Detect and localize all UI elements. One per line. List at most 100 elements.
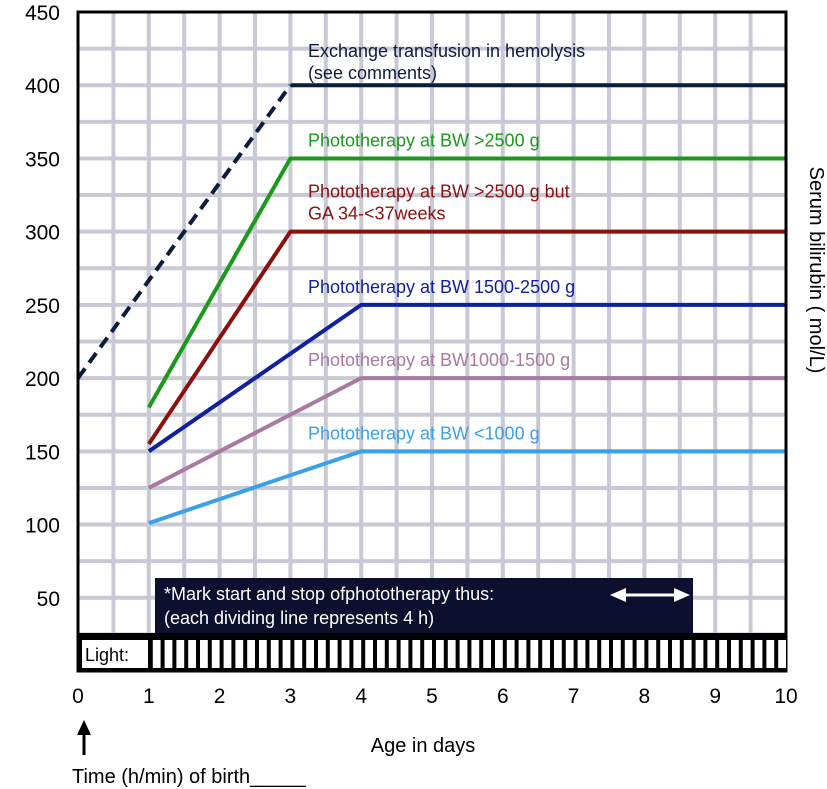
series-label: Phototherapy at BW >2500 g [308,130,540,150]
y-tick-label: 450 [25,2,60,25]
light-slot [707,640,716,668]
series-label: Exchange transfusion in hemolysis [308,41,585,61]
light-slot [377,640,385,668]
series-line [147,376,786,490]
light-slot [412,640,421,668]
y-tick-label: 150 [25,441,60,464]
light-slot [294,640,303,668]
light-slot [211,640,220,668]
light-slot [742,640,751,668]
x-tick-label: 4 [355,685,367,708]
y-tick-label: 100 [25,515,60,538]
series-line-dashed [76,84,293,380]
y-axis: 50 100 150 200 250 300 350 400 450 [25,2,60,611]
x-tick-label: 0 [72,685,84,708]
series-label: Phototherapy at BW >2500 g but [308,182,570,202]
light-slot [636,640,645,668]
light-slot [223,640,232,668]
light-slot [235,640,244,668]
series-line [147,229,786,446]
light-slot [447,640,456,668]
series-label: Phototherapy at BW1000-1500 g [308,350,570,370]
light-slot [200,640,208,668]
light-slot [554,640,562,668]
x-tick-label: 9 [709,685,721,708]
light-slot [624,640,633,668]
light-slot [400,640,409,668]
light-slot [483,640,491,668]
light-slot [506,640,515,668]
note-line-2: (each dividing line represents 4 h) [164,608,434,628]
light-label: Light: [85,645,129,665]
light-slot [341,640,350,668]
light-slot [778,640,786,668]
series-label-note: (see comments) [308,63,437,83]
y-tick-label: 200 [25,368,60,391]
x-tick-label: 2 [214,685,226,708]
light-slot [565,640,574,668]
light-slot [731,640,739,668]
light-slot [601,640,609,668]
x-tick-label: 8 [639,685,651,708]
light-slot [176,640,185,668]
light-slot [754,640,763,668]
light-slot [318,640,326,668]
y-tick-label: 300 [25,222,60,245]
x-tick-label: 7 [568,685,580,708]
light-slot [766,640,775,668]
y-tick-label: 350 [25,148,60,171]
series-line [148,449,786,525]
up-arrow-icon [77,720,91,735]
light-slot [495,640,503,668]
x-tick-label: 1 [143,685,155,708]
y-tick-label: 50 [37,588,60,611]
light-slot [329,640,338,668]
light-slot [589,640,598,668]
y-tick-label: 400 [25,75,60,98]
light-slot [613,640,621,668]
light-slot [672,640,680,668]
x-tick-label: 10 [774,685,797,708]
light-slot [164,640,173,668]
series-lines [76,83,786,525]
light-slot [530,640,539,668]
light-slot [683,640,692,668]
light-slot [388,640,397,668]
light-slot [152,640,161,668]
light-slot [270,640,279,668]
light-slot [365,640,373,668]
x-tick-label: 3 [285,685,297,708]
light-slot [353,640,362,668]
light-slot [518,640,527,668]
light-slot [436,640,444,668]
series-labels: Exchange transfusion in hemolysis(see co… [308,41,585,443]
light-strip: Light: [78,633,786,671]
light-slot [695,640,704,668]
x-axis: 0 1 2 3 4 5 6 7 8 9 10 [72,685,798,708]
double-arrow-icon [610,588,690,602]
light-slot [259,640,267,668]
note-line-1: *Mark start and stop ofphototherapy thus… [164,584,494,604]
light-slot [247,640,255,668]
birth-marker: Time (h/min) of birth_____ [72,720,307,788]
light-slot [648,640,657,668]
light-slot [471,640,480,668]
light-slot [306,640,314,668]
light-slot [459,640,468,668]
light-slot [542,640,550,668]
y-tick-label: 250 [25,295,60,318]
series-line [147,302,786,453]
series-label: Phototherapy at BW <1000 g [308,423,540,443]
x-tick-label: 5 [426,685,438,708]
light-slot [188,640,196,668]
x-tick-label: 6 [497,685,509,708]
light-slot [660,640,668,668]
light-slot [577,640,586,668]
birth-label: Time (h/min) of birth_____ [72,766,307,788]
light-slot [719,640,727,668]
light-slot [282,640,291,668]
y-axis-label: Serum bilirubin ( mol/L) [805,167,827,374]
series-label: Phototherapy at BW 1500-2500 g [308,277,575,297]
series-line [147,156,786,409]
